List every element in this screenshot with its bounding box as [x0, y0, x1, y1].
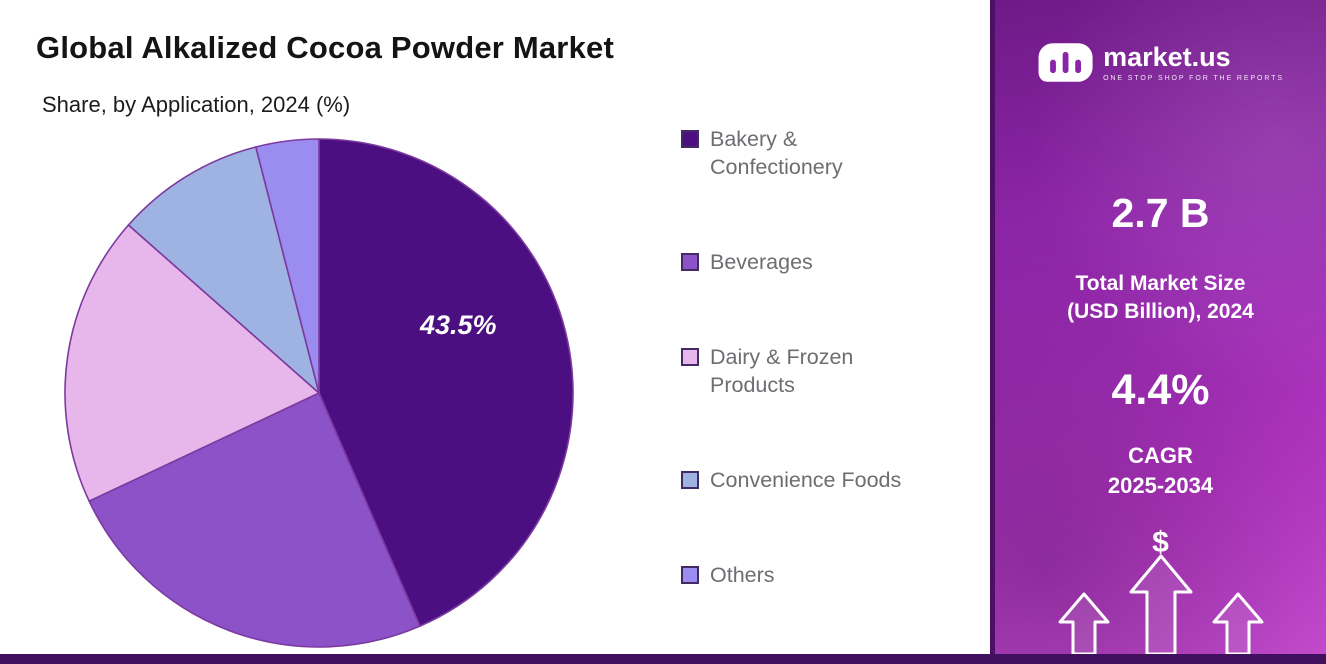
- pie-slice-1: [88, 391, 421, 648]
- stat-market-size-label-line1: Total Market Size: [1075, 272, 1246, 295]
- legend-swatch-icon: [681, 252, 699, 271]
- legend-label: Bakery & Confectionery: [710, 127, 843, 179]
- legend-label: Beverages: [710, 249, 813, 274]
- legend-label: Others: [710, 563, 775, 588]
- legend-item-4: Others: [681, 562, 922, 590]
- market-us-logo-icon: [1038, 43, 1093, 82]
- pie-slice-4: [254, 138, 320, 394]
- legend-label: Dairy & Frozen Products: [710, 345, 854, 397]
- legend-item-0: Bakery & Confectionery: [681, 126, 922, 182]
- brand-name: market.us: [1103, 41, 1231, 72]
- legend-swatch-icon: [681, 130, 699, 148]
- legend-item-1: Beverages: [681, 249, 922, 277]
- stat-cagr-value: 4.4%: [1111, 366, 1210, 414]
- bottom-accent-bar: [0, 654, 1326, 664]
- brand-tagline: ONE STOP SHOP FOR THE REPORTS: [1103, 74, 1284, 82]
- stat-cagr-label-line2: 2025-2034: [1107, 473, 1214, 498]
- pie-chart-container: 43.5%: [62, 136, 576, 650]
- legend-label: Convenience Foods: [710, 468, 902, 493]
- pie-slice-0: [318, 138, 574, 628]
- brand-logo: market.us ONE STOP SHOP FOR THE REPORTS: [1037, 42, 1284, 83]
- pie-slice-2: [64, 223, 321, 503]
- chart-panel: Global Alkalized Cocoa Powder Market Sha…: [36, 30, 922, 650]
- pie-chart: 43.5%: [64, 138, 574, 648]
- pie-data-label: 43.5%: [419, 310, 497, 340]
- growth-arrows-icon: [1058, 554, 1263, 654]
- stat-market-size-label-line2: (USD Billion), 2024: [1067, 300, 1254, 323]
- brand-logo-text: market.us ONE STOP SHOP FOR THE REPORTS: [1103, 41, 1284, 82]
- page-title: Global Alkalized Cocoa Powder Market: [36, 30, 614, 65]
- chart-legend: Bakery & Confectionery Beverages Dairy & F…: [681, 126, 922, 590]
- legend-item-2: Dairy & Frozen Products: [681, 344, 922, 400]
- legend-swatch-icon: [681, 566, 699, 585]
- dollar-icon: $: [1152, 526, 1169, 559]
- chart-subtitle: Share, by Application, 2024 (%): [42, 92, 351, 117]
- brand-sidebar: market.us ONE STOP SHOP FOR THE REPORTS …: [990, 0, 1326, 664]
- stat-cagr-label-line1: CAGR: [1128, 443, 1193, 468]
- legend-swatch-icon: [681, 471, 699, 490]
- stat-market-size-value: 2.7 B: [1111, 190, 1210, 236]
- legend-item-3: Convenience Foods: [681, 467, 922, 495]
- legend-swatch-icon: [681, 348, 699, 367]
